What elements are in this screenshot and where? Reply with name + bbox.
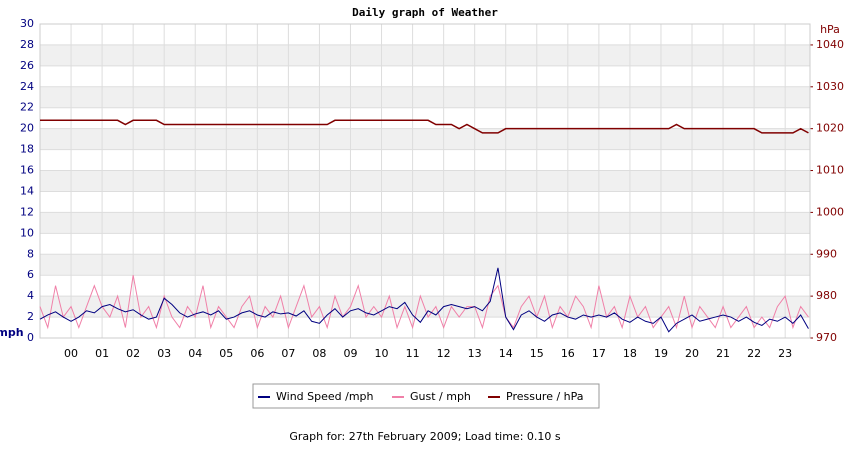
grid-band [40, 254, 810, 276]
grid-band [40, 170, 810, 192]
x-tick-label: 18 [623, 347, 637, 360]
chart-title: Daily graph of Weather [352, 6, 498, 19]
y-tick-label: 18 [20, 143, 34, 156]
x-tick-label: 02 [126, 347, 140, 360]
x-tick-label: 10 [375, 347, 389, 360]
y-tick-label: 12 [20, 205, 34, 218]
legend-label: Gust / mph [410, 390, 471, 403]
legend-label: Pressure / hPa [506, 390, 584, 403]
x-tick-label: 22 [747, 347, 761, 360]
y2-tick-label: 990 [816, 247, 837, 260]
grid-band [40, 44, 810, 66]
x-tick-label: 15 [530, 347, 544, 360]
y-tick-label: 0 [27, 331, 34, 344]
y2-tick-label: 1020 [816, 122, 844, 135]
y2-axis-label: hPa [820, 23, 840, 36]
x-tick-label: 07 [281, 347, 295, 360]
legend-label: Wind Speed /mph [276, 390, 374, 403]
x-tick-label: 04 [188, 347, 202, 360]
grid-band [40, 86, 810, 108]
grid-band [40, 296, 810, 318]
y2-tick-label: 980 [816, 289, 837, 302]
x-tick-label: 08 [312, 347, 326, 360]
x-tick-label: 00 [64, 347, 78, 360]
x-tick-label: 16 [561, 347, 575, 360]
y-tick-label: 4 [27, 289, 34, 302]
x-tick-label: 21 [716, 347, 730, 360]
x-tick-label: 19 [654, 347, 668, 360]
y2-tick-label: 1000 [816, 205, 844, 218]
x-tick-label: 09 [343, 347, 357, 360]
y-tick-label: 24 [20, 80, 34, 93]
x-tick-label: 23 [778, 347, 792, 360]
x-tick-label: 12 [437, 347, 451, 360]
series-line [39, 275, 809, 330]
x-tick-label: 03 [157, 347, 171, 360]
y-axis-label: mph [0, 326, 24, 339]
x-tick-label: 06 [250, 347, 264, 360]
y-tick-label: 6 [27, 268, 34, 281]
y-tick-label: 30 [20, 17, 34, 30]
y2-tick-label: 1030 [816, 80, 844, 93]
x-tick-label: 11 [406, 347, 420, 360]
y-tick-label: 16 [20, 164, 34, 177]
x-tick-label: 17 [592, 347, 606, 360]
x-tick-label: 14 [499, 347, 513, 360]
y-tick-label: 28 [20, 38, 34, 51]
grid-band [40, 128, 810, 150]
y-tick-label: 10 [20, 226, 34, 239]
series-line [40, 119, 809, 134]
y-tick-label: 20 [20, 122, 34, 135]
y-tick-label: 22 [20, 101, 34, 114]
y2-tick-label: 970 [816, 331, 837, 344]
y-tick-label: 14 [20, 184, 34, 197]
legend-box [252, 383, 600, 409]
x-tick-label: 13 [468, 347, 482, 360]
plot-frame [39, 23, 811, 339]
y2-tick-label: 1040 [816, 38, 844, 51]
y-tick-label: 8 [27, 247, 34, 260]
y-tick-label: 2 [27, 310, 34, 323]
series-line [39, 267, 809, 333]
x-tick-label: 05 [219, 347, 233, 360]
grid-band [40, 212, 810, 234]
footer: Graph for: 27th February 2009; Load time… [289, 430, 561, 443]
x-tick-label: 01 [95, 347, 109, 360]
x-tick-label: 20 [685, 347, 699, 360]
y2-tick-label: 1010 [816, 164, 844, 177]
y-tick-label: 26 [20, 59, 34, 72]
